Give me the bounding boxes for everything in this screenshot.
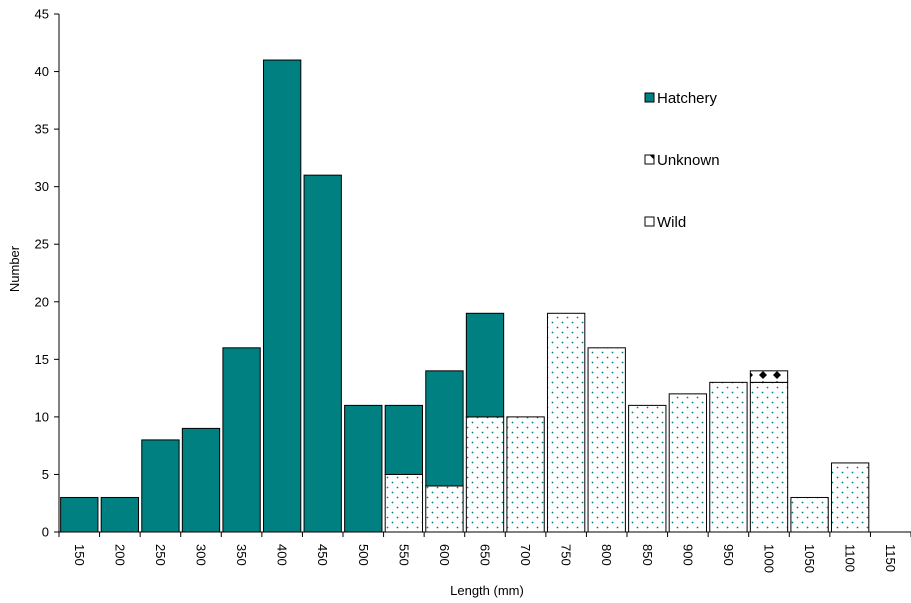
legend-swatch-wild xyxy=(644,216,655,227)
y-tick-label: 15 xyxy=(35,352,49,367)
x-tick-label: 750 xyxy=(559,544,574,566)
bar-wild-700 xyxy=(506,416,545,533)
axes xyxy=(58,14,911,533)
x-tick-label: 400 xyxy=(275,544,290,566)
y-tick-label: 40 xyxy=(35,64,49,79)
x-tick-label: 350 xyxy=(234,544,249,566)
y-tick-label: 20 xyxy=(35,294,49,309)
x-tick-label: 150 xyxy=(72,544,87,566)
y-tick-label: 5 xyxy=(42,467,49,482)
bar-wild-1000 xyxy=(749,381,789,533)
x-tick-label: 450 xyxy=(315,544,330,566)
y-tick-label: 30 xyxy=(35,179,49,194)
bar-hatchery-250 xyxy=(141,439,180,533)
bar-wild-650 xyxy=(465,416,505,533)
y-axis-ticks: 0 5 10 15 20 25 30 35 40 45 xyxy=(35,7,59,540)
bar-hatchery-150 xyxy=(60,496,99,533)
x-tick-label: 1000 xyxy=(762,544,777,573)
bar-wild-900 xyxy=(668,393,708,533)
legend-swatch-hatchery xyxy=(644,92,655,103)
x-tick-label: 850 xyxy=(640,544,655,566)
y-axis-title: Number xyxy=(7,245,22,292)
bar-wild-800 xyxy=(587,347,626,533)
x-axis-ticks: 150 200 250 300 350 400 450 500 550 600 650 700 750 8… xyxy=(58,532,911,573)
y-tick-label: 35 xyxy=(35,122,49,137)
bar-hatchery-300 xyxy=(181,427,221,533)
y-tick-label: 10 xyxy=(35,409,49,424)
bar-hatchery-350 xyxy=(222,347,261,533)
x-tick-label: 600 xyxy=(437,544,452,566)
bar-hatchery-200 xyxy=(100,496,140,533)
x-tick-label: 550 xyxy=(396,544,411,566)
bar-hatchery-650 xyxy=(465,312,505,418)
bar-wild-750 xyxy=(546,312,586,533)
x-tick-label: 950 xyxy=(721,544,736,566)
bar-hatchery-500 xyxy=(344,404,383,533)
bar-hatchery-450 xyxy=(303,174,342,533)
y-tick-label: 45 xyxy=(35,7,49,22)
bar-hatchery-400 xyxy=(262,59,302,533)
legend-label-hatchery: Hatchery xyxy=(657,90,718,107)
y-tick-label: 25 xyxy=(35,237,49,252)
x-tick-label: 200 xyxy=(112,544,127,566)
x-tick-label: 900 xyxy=(680,544,695,566)
x-tick-label: 1050 xyxy=(802,544,817,573)
x-tick-label: 800 xyxy=(599,544,614,566)
bars xyxy=(60,59,870,533)
x-tick-label: 300 xyxy=(194,544,209,566)
x-tick-label: 650 xyxy=(478,544,493,566)
x-tick-label: 1100 xyxy=(843,544,858,572)
legend: Hatchery Unknown Wild xyxy=(644,90,720,231)
bar-wild-1100 xyxy=(830,462,870,533)
legend-swatch-marker xyxy=(649,155,654,160)
x-tick-label: 500 xyxy=(356,544,371,566)
bar-unknown-1000 xyxy=(749,370,789,383)
y-tick-label: 0 xyxy=(42,525,49,540)
bar-wild-1050 xyxy=(790,496,829,533)
bar-wild-850 xyxy=(628,404,667,533)
bar-wild-950 xyxy=(709,381,748,533)
legend-label-unknown: Unknown xyxy=(657,152,720,169)
bar-wild-550 xyxy=(384,473,424,533)
bar-wild-600 xyxy=(425,485,464,533)
x-axis-title: Length (mm) xyxy=(450,583,524,598)
x-tick-label: 700 xyxy=(518,544,533,566)
bar-hatchery-600 xyxy=(425,370,464,487)
bar-hatchery-550 xyxy=(384,404,424,475)
x-tick-label: 250 xyxy=(153,544,168,566)
legend-label-wild: Wild xyxy=(657,214,686,231)
x-tick-label: 1150 xyxy=(883,544,898,572)
